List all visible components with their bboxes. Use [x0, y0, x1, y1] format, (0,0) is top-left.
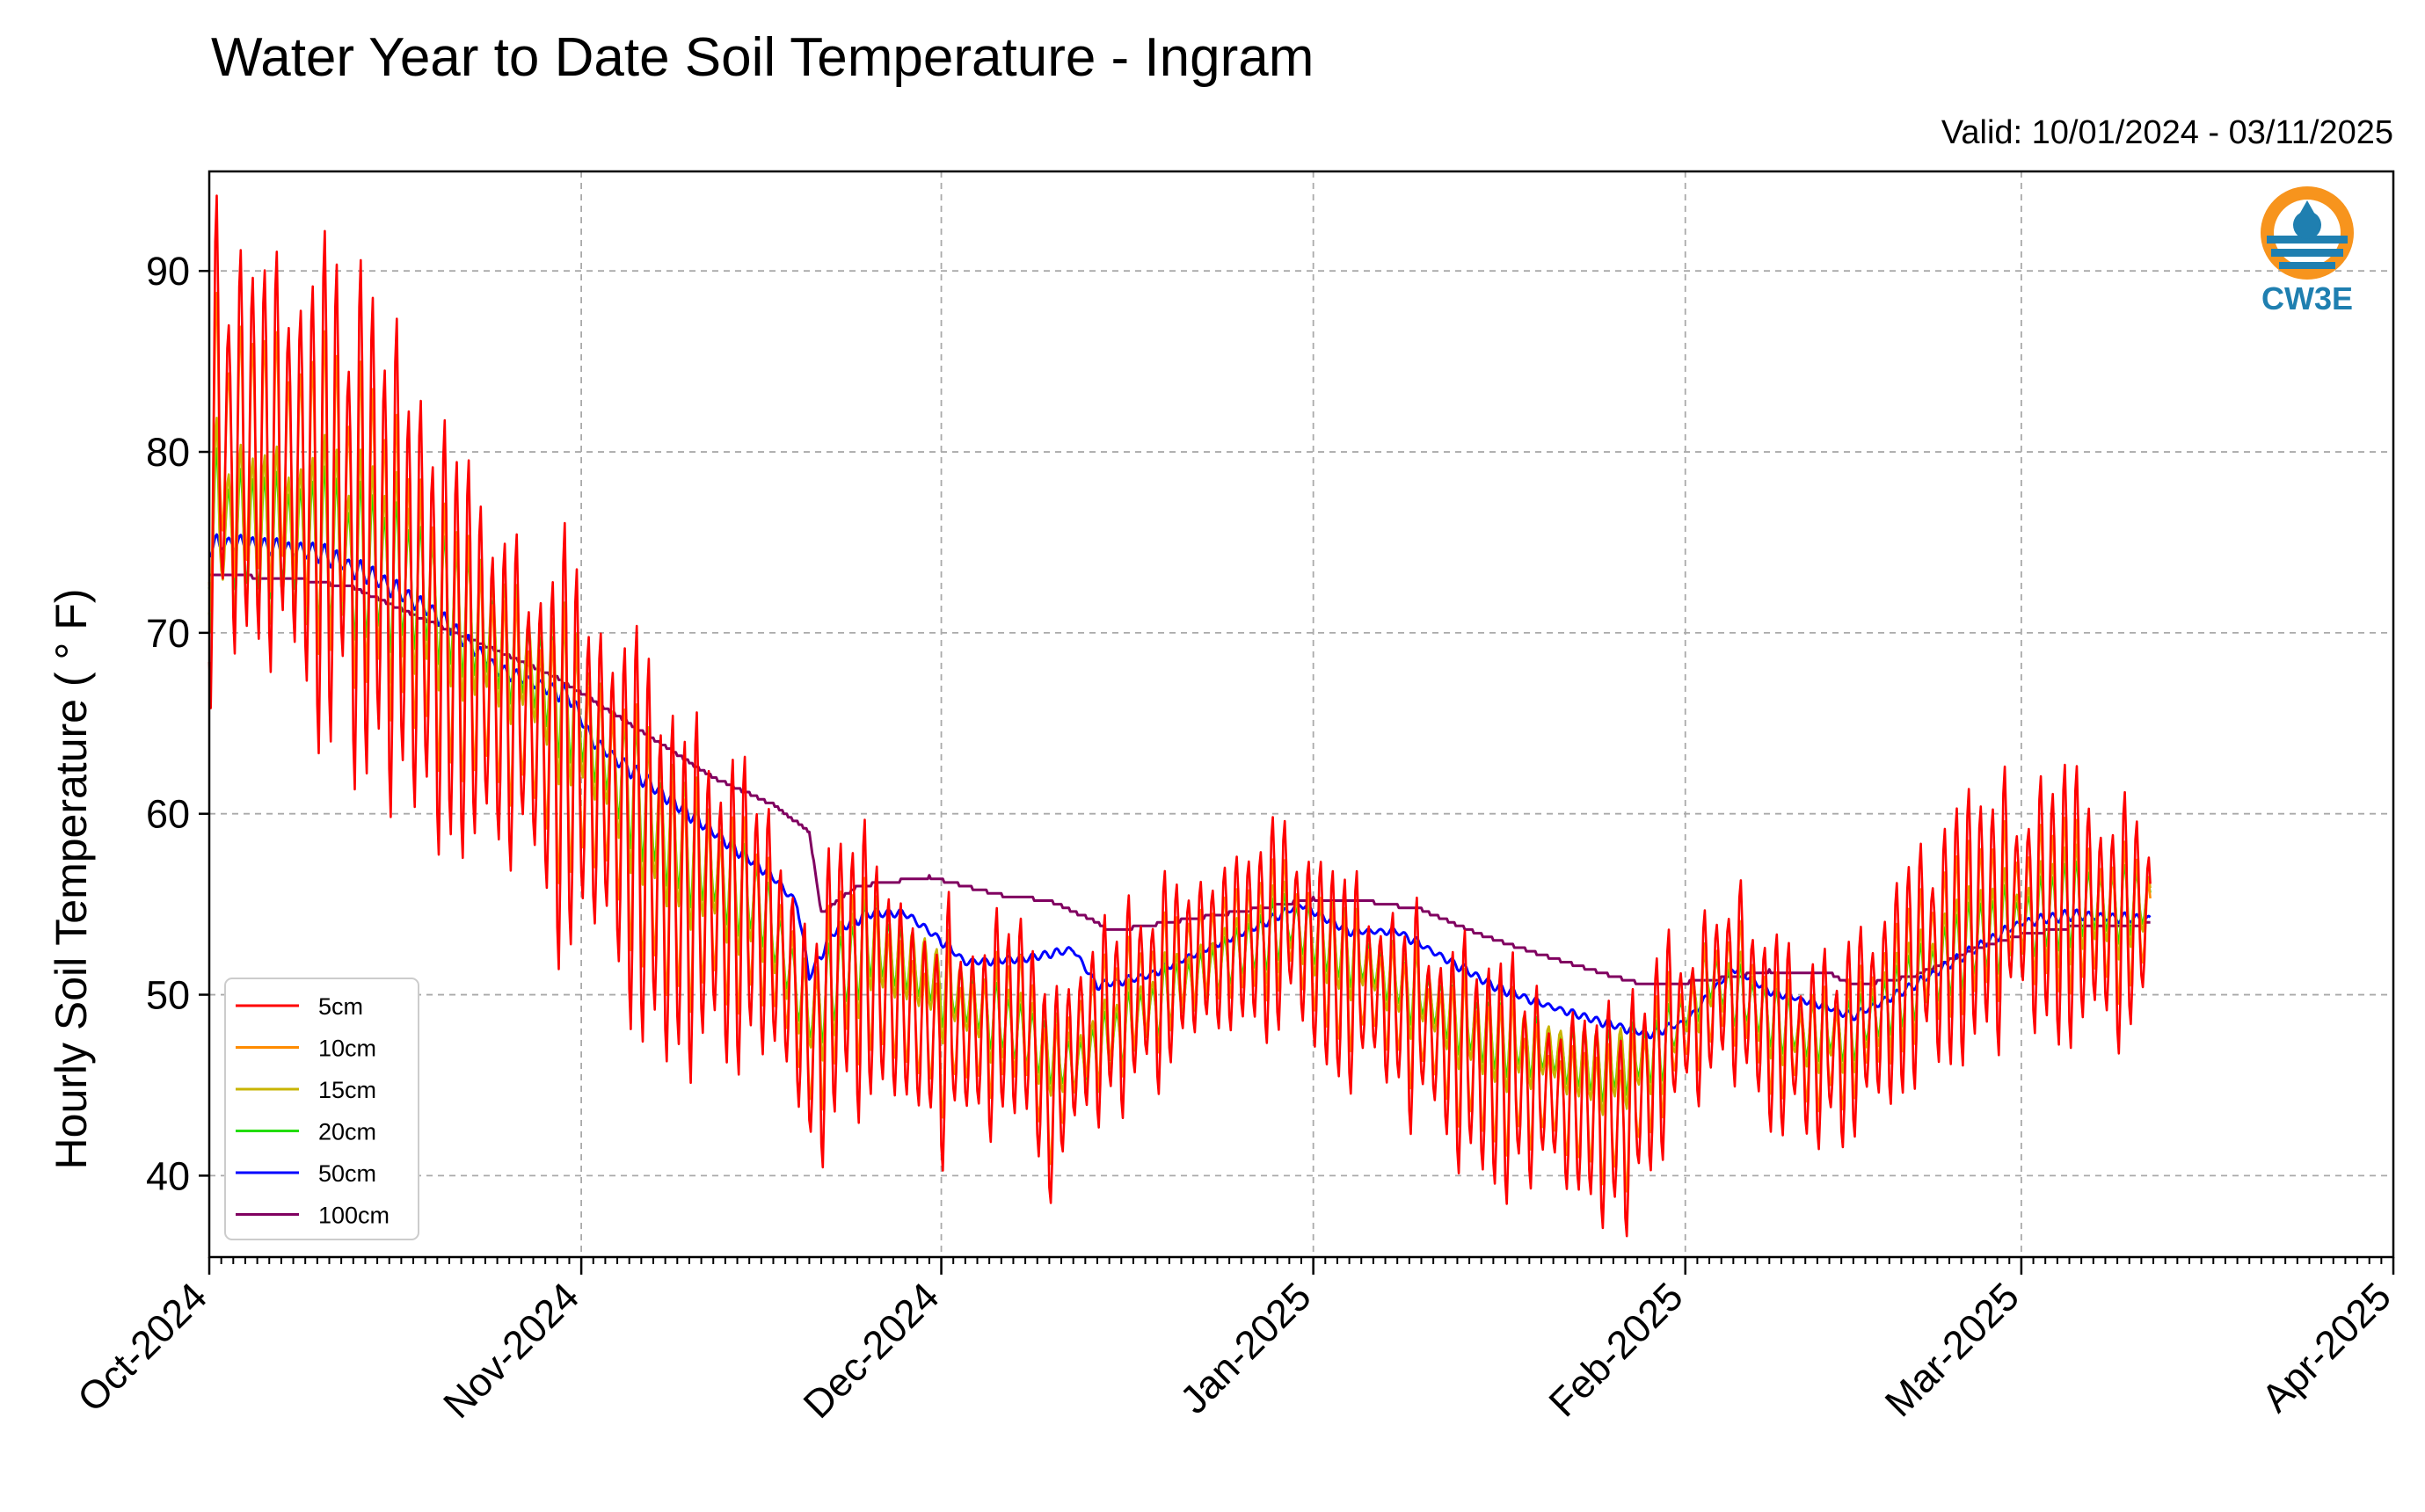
y-tick-label: 50	[146, 973, 190, 1018]
legend-label: 20cm	[318, 1119, 376, 1145]
x-tick-label: Apr-2025	[2253, 1274, 2400, 1421]
y-tick-label: 40	[146, 1153, 190, 1198]
x-tick-label: Mar-2025	[1876, 1274, 2028, 1425]
x-tick-label: Nov-2024	[434, 1274, 587, 1427]
logo-wave-icon	[2267, 236, 2348, 244]
y-axis-label: Hourly Soil Temperature ( ° F)	[47, 589, 96, 1170]
logo-text: CW3E	[2261, 280, 2353, 316]
logo-wave-icon	[2279, 262, 2335, 269]
legend-label: 100cm	[318, 1203, 390, 1229]
valid-date-range: Valid: 10/01/2024 - 03/11/2025	[1941, 114, 2393, 151]
y-tick-label: 90	[146, 249, 190, 294]
x-tick-label: Feb-2025	[1540, 1274, 1692, 1425]
logo-wave-icon	[2271, 249, 2343, 257]
y-tick-label: 80	[146, 430, 190, 475]
chart-title: Water Year to Date Soil Temperature - In…	[211, 27, 1314, 88]
cw3e-logo: CW3E	[2261, 186, 2354, 316]
series-line-5cm	[208, 194, 2152, 1238]
x-tick-label: Oct-2024	[69, 1274, 215, 1421]
legend-label: 5cm	[318, 993, 363, 1020]
legend-label: 50cm	[318, 1160, 376, 1187]
legend-label: 10cm	[318, 1036, 376, 1062]
y-tick-label: 60	[146, 792, 190, 837]
series-lines	[208, 194, 2152, 1238]
legend-box	[224, 978, 419, 1240]
y-tick-label: 70	[146, 611, 190, 656]
logo-drop-tip-icon	[2296, 200, 2319, 221]
legend-label: 15cm	[318, 1077, 376, 1103]
legend: 5cm 10cm 15cm 20cm 50cm 100cm	[224, 978, 419, 1240]
x-tick-label: Jan-2025	[1171, 1274, 1320, 1422]
x-tick-label: Dec-2024	[795, 1274, 948, 1427]
